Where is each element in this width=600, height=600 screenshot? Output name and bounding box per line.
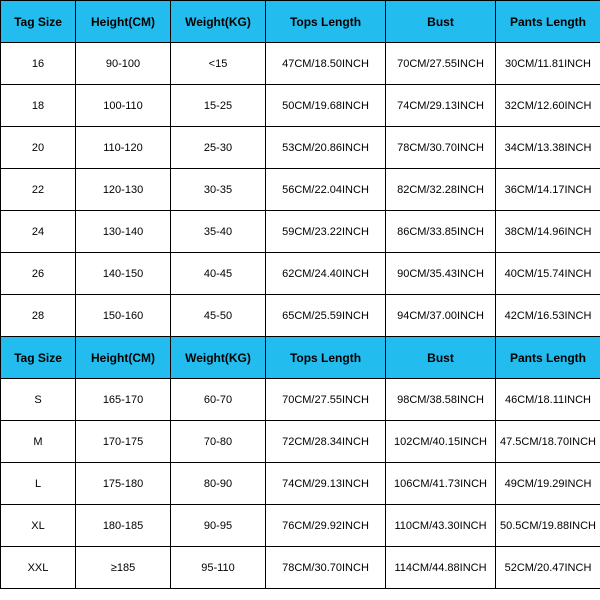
cell-bust: 102CM/40.15INCH [386, 421, 496, 463]
cell-weight: 45-50 [171, 295, 266, 337]
cell-tops-length: 70CM/27.55INCH [266, 379, 386, 421]
cell-tag-size: 24 [1, 211, 76, 253]
cell-height: 90-100 [76, 43, 171, 85]
cell-bust: 82CM/32.28INCH [386, 169, 496, 211]
cell-height: 165-170 [76, 379, 171, 421]
cell-height: 175-180 [76, 463, 171, 505]
cell-pants-length: 42CM/16.53INCH [496, 295, 600, 337]
cell-pants-length: 50.5CM/19.88INCH [496, 505, 600, 547]
cell-bust: 70CM/27.55INCH [386, 43, 496, 85]
cell-weight: 40-45 [171, 253, 266, 295]
cell-tops-length: 78CM/30.70INCH [266, 547, 386, 589]
cell-tag-size: L [1, 463, 76, 505]
cell-bust: 110CM/43.30INCH [386, 505, 496, 547]
col-height: Height(CM) [76, 1, 171, 43]
cell-pants-length: 34CM/13.38INCH [496, 127, 600, 169]
cell-tops-length: 65CM/25.59INCH [266, 295, 386, 337]
cell-pants-length: 49CM/19.29INCH [496, 463, 600, 505]
cell-tops-length: 53CM/20.86INCH [266, 127, 386, 169]
table-row: XXL≥18595-11078CM/30.70INCH114CM/44.88IN… [1, 547, 600, 589]
cell-height: 130-140 [76, 211, 171, 253]
header-row: Tag SizeHeight(CM)Weight(KG)Tops LengthB… [1, 337, 600, 379]
cell-tag-size: XL [1, 505, 76, 547]
cell-tag-size: 28 [1, 295, 76, 337]
cell-weight: 95-110 [171, 547, 266, 589]
size-chart-table: Tag SizeHeight(CM)Weight(KG)Tops LengthB… [0, 0, 600, 589]
cell-tag-size: S [1, 379, 76, 421]
cell-tops-length: 47CM/18.50INCH [266, 43, 386, 85]
cell-bust: 114CM/44.88INCH [386, 547, 496, 589]
cell-tag-size: M [1, 421, 76, 463]
cell-tops-length: 56CM/22.04INCH [266, 169, 386, 211]
table-row: S165-17060-7070CM/27.55INCH98CM/38.58INC… [1, 379, 600, 421]
table-row: 28150-16045-5065CM/25.59INCH94CM/37.00IN… [1, 295, 600, 337]
cell-weight: 60-70 [171, 379, 266, 421]
table-row: M170-17570-8072CM/28.34INCH102CM/40.15IN… [1, 421, 600, 463]
cell-tag-size: 18 [1, 85, 76, 127]
table-row: 1690-100<1547CM/18.50INCH70CM/27.55INCH3… [1, 43, 600, 85]
cell-weight: 35-40 [171, 211, 266, 253]
col-tag-size: Tag Size [1, 337, 76, 379]
cell-bust: 106CM/41.73INCH [386, 463, 496, 505]
cell-tops-length: 74CM/29.13INCH [266, 463, 386, 505]
table-row: L175-18080-9074CM/29.13INCH106CM/41.73IN… [1, 463, 600, 505]
cell-weight: <15 [171, 43, 266, 85]
cell-tops-length: 72CM/28.34INCH [266, 421, 386, 463]
cell-weight: 80-90 [171, 463, 266, 505]
cell-tag-size: 16 [1, 43, 76, 85]
cell-tops-length: 50CM/19.68INCH [266, 85, 386, 127]
col-tops-length: Tops Length [266, 1, 386, 43]
table-row: XL180-18590-9576CM/29.92INCH110CM/43.30I… [1, 505, 600, 547]
col-bust: Bust [386, 1, 496, 43]
cell-height: 140-150 [76, 253, 171, 295]
table-row: 18100-11015-2550CM/19.68INCH74CM/29.13IN… [1, 85, 600, 127]
cell-tops-length: 62CM/24.40INCH [266, 253, 386, 295]
cell-weight: 30-35 [171, 169, 266, 211]
cell-tag-size: 20 [1, 127, 76, 169]
cell-weight: 90-95 [171, 505, 266, 547]
cell-tag-size: 22 [1, 169, 76, 211]
col-pants-length: Pants Length [496, 337, 600, 379]
table-row: 20110-12025-3053CM/20.86INCH78CM/30.70IN… [1, 127, 600, 169]
cell-height: 180-185 [76, 505, 171, 547]
table-row: 26140-15040-4562CM/24.40INCH90CM/35.43IN… [1, 253, 600, 295]
cell-weight: 15-25 [171, 85, 266, 127]
cell-pants-length: 36CM/14.17INCH [496, 169, 600, 211]
cell-height: 120-130 [76, 169, 171, 211]
cell-tops-length: 76CM/29.92INCH [266, 505, 386, 547]
col-tag-size: Tag Size [1, 1, 76, 43]
cell-bust: 86CM/33.85INCH [386, 211, 496, 253]
cell-height: 100-110 [76, 85, 171, 127]
cell-height: 110-120 [76, 127, 171, 169]
cell-height: 150-160 [76, 295, 171, 337]
col-tops-length: Tops Length [266, 337, 386, 379]
cell-tag-size: XXL [1, 547, 76, 589]
col-height: Height(CM) [76, 337, 171, 379]
cell-pants-length: 38CM/14.96INCH [496, 211, 600, 253]
cell-weight: 25-30 [171, 127, 266, 169]
cell-tag-size: 26 [1, 253, 76, 295]
cell-pants-length: 30CM/11.81INCH [496, 43, 600, 85]
cell-bust: 98CM/38.58INCH [386, 379, 496, 421]
cell-pants-length: 46CM/18.11INCH [496, 379, 600, 421]
cell-height: ≥185 [76, 547, 171, 589]
header-row: Tag SizeHeight(CM)Weight(KG)Tops LengthB… [1, 1, 600, 43]
cell-pants-length: 52CM/20.47INCH [496, 547, 600, 589]
cell-pants-length: 47.5CM/18.70INCH [496, 421, 600, 463]
cell-height: 170-175 [76, 421, 171, 463]
cell-tops-length: 59CM/23.22INCH [266, 211, 386, 253]
col-pants-length: Pants Length [496, 1, 600, 43]
col-weight: Weight(KG) [171, 337, 266, 379]
cell-bust: 78CM/30.70INCH [386, 127, 496, 169]
col-weight: Weight(KG) [171, 1, 266, 43]
cell-pants-length: 40CM/15.74INCH [496, 253, 600, 295]
cell-bust: 74CM/29.13INCH [386, 85, 496, 127]
table-row: 22120-13030-3556CM/22.04INCH82CM/32.28IN… [1, 169, 600, 211]
cell-pants-length: 32CM/12.60INCH [496, 85, 600, 127]
cell-weight: 70-80 [171, 421, 266, 463]
table-row: 24130-14035-4059CM/23.22INCH86CM/33.85IN… [1, 211, 600, 253]
col-bust: Bust [386, 337, 496, 379]
cell-bust: 94CM/37.00INCH [386, 295, 496, 337]
cell-bust: 90CM/35.43INCH [386, 253, 496, 295]
